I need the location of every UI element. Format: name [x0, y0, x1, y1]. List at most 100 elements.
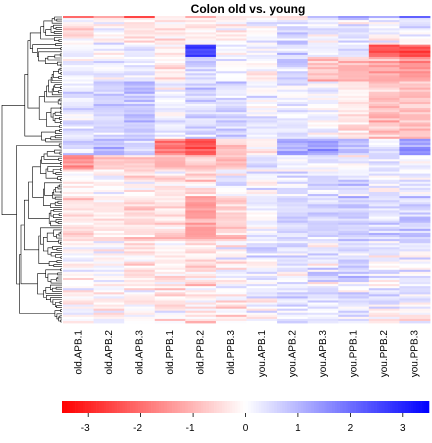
heatmap-cell — [154, 118, 186, 121]
heatmap-cell — [124, 151, 156, 154]
heatmap-cell — [338, 149, 370, 152]
heatmap-cell — [124, 95, 156, 99]
heatmap-cell — [338, 18, 370, 21]
heatmap-cell — [215, 22, 247, 25]
heatmap-cell — [399, 157, 431, 160]
heatmap-cell — [307, 106, 339, 109]
heatmap-cell — [368, 198, 400, 201]
heatmap-cell — [368, 202, 400, 205]
heatmap-cell — [277, 177, 309, 181]
heatmap-cell — [307, 26, 339, 29]
heatmap-cell — [399, 216, 431, 220]
heatmap-cell — [93, 116, 125, 119]
heatmap-cell — [399, 275, 431, 279]
heatmap-cell — [124, 212, 156, 215]
heatmap-cell — [399, 232, 431, 236]
heatmap-cell — [93, 259, 125, 262]
heatmap-cell — [63, 122, 94, 125]
heatmap-cell — [93, 106, 125, 109]
heatmap-cell — [63, 126, 94, 129]
heatmap-cell — [368, 296, 400, 299]
heatmap-cell — [307, 89, 339, 93]
heatmap-cell — [399, 75, 431, 78]
column-labels: old.APB.1 old.APB.2 old.APB.3 old.PPB.1 old.… — [73, 330, 420, 378]
heatmap-cell — [63, 42, 94, 46]
heatmap-cell — [399, 136, 431, 140]
column-label: old.PPB.1 — [165, 330, 176, 375]
colorbar-segment — [352, 401, 356, 413]
heatmap-cell — [93, 95, 125, 99]
heatmap-cell — [124, 228, 156, 232]
heatmap-cell — [63, 75, 94, 78]
colorbar-segment — [179, 401, 183, 413]
heatmap-cell — [215, 99, 247, 103]
colorbar-segment — [62, 401, 65, 413]
colorbar-segment — [158, 401, 162, 413]
heatmap-cell — [368, 128, 400, 132]
heatmap-cell — [246, 73, 278, 76]
heatmap-cell — [185, 114, 217, 117]
heatmap-cell — [93, 284, 125, 287]
heatmap-cell — [215, 26, 247, 29]
heatmap-cell — [307, 316, 339, 320]
heatmap-cell — [368, 316, 400, 320]
heatmap-cell — [63, 187, 94, 191]
heatmap-cell — [338, 239, 370, 242]
heatmap-cell — [246, 175, 278, 179]
heatmap-cell — [215, 222, 247, 226]
heatmap-cell — [368, 251, 400, 254]
heatmap-cell — [277, 24, 309, 27]
colorbar-segment — [290, 401, 293, 413]
heatmap-cell — [185, 175, 217, 179]
heatmap-cell — [154, 161, 186, 164]
heatmap-cell — [277, 247, 309, 250]
heatmap-cell — [154, 155, 186, 158]
heatmap-cell — [277, 320, 309, 324]
heatmap-cell — [307, 243, 339, 246]
heatmap-cell — [338, 63, 370, 66]
heatmap-cell — [215, 81, 247, 84]
heatmap-cell — [215, 134, 247, 138]
heatmap-cell — [93, 290, 125, 293]
heatmap-cell — [307, 153, 339, 156]
heatmap-cell — [368, 212, 400, 215]
heatmap-cell — [63, 243, 94, 246]
heatmap-cell — [215, 161, 247, 164]
heatmap-cell — [154, 308, 186, 312]
heatmap-cell — [246, 97, 278, 101]
colorbar-segment — [124, 401, 128, 413]
heatmap-cell — [154, 265, 186, 269]
heatmap-cell — [277, 32, 309, 35]
heatmap-cell — [368, 75, 400, 78]
heatmap-cell — [338, 316, 370, 320]
heatmap-cell — [185, 118, 217, 121]
heatmap-cell — [215, 69, 247, 72]
heatmap-cell — [93, 196, 125, 199]
heatmap-cell — [93, 320, 125, 324]
heatmap-cell — [215, 101, 247, 105]
heatmap-cell — [368, 63, 400, 66]
heatmap-cell — [154, 83, 186, 86]
heatmap-cell — [124, 163, 156, 166]
heatmap-cell — [63, 212, 94, 215]
heatmap-cell — [185, 161, 217, 164]
heatmap-cell — [63, 89, 94, 93]
heatmap-cell — [63, 241, 94, 244]
heatmap-cell — [277, 132, 309, 136]
heatmap-cell — [215, 290, 247, 293]
heatmap-cell — [215, 24, 247, 27]
heatmap-cell — [399, 192, 431, 195]
colorbar-segment — [88, 401, 92, 413]
heatmap-cell — [154, 104, 186, 107]
heatmap-cell — [63, 24, 94, 27]
heatmap-cell — [307, 151, 339, 154]
heatmap-cell — [307, 126, 339, 129]
heatmap-cell — [154, 71, 186, 74]
colorbar-segment — [106, 401, 110, 413]
heatmap-cell — [307, 146, 339, 150]
heatmap-cell — [215, 316, 247, 320]
heatmap-cell — [246, 42, 278, 46]
heatmap-cell — [124, 38, 156, 41]
heatmap-cell — [124, 239, 156, 242]
heatmap-cell — [215, 296, 247, 299]
